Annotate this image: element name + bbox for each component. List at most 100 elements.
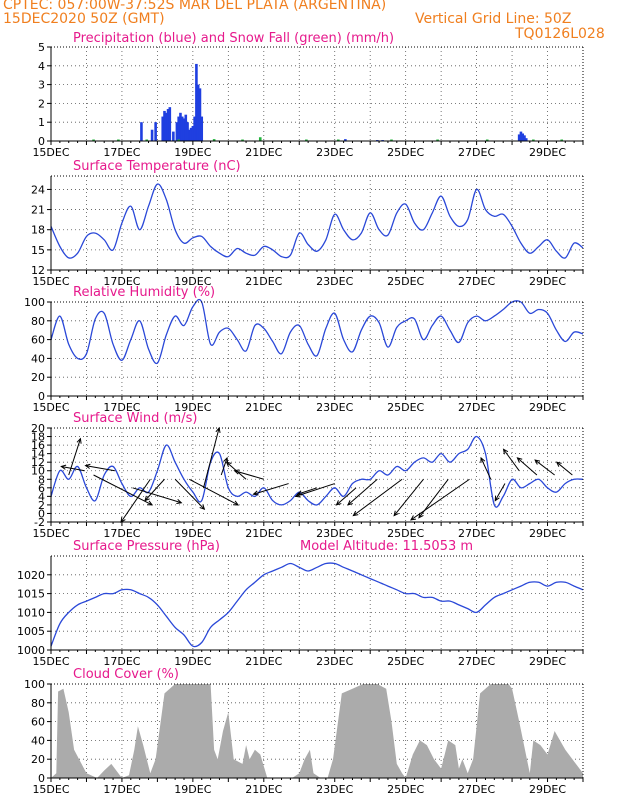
wind-line <box>50 435 584 508</box>
x-tick-label: 19DEC <box>174 655 211 668</box>
y-tick-label: 60 <box>31 716 45 729</box>
x-tick-label: 21DEC <box>245 527 282 540</box>
wind-arrow <box>516 457 538 476</box>
rh-title: Relative Humidity (%) <box>73 285 215 300</box>
x-tick-label: 19DEC <box>174 401 211 414</box>
y-tick-label: 1000 <box>17 644 45 657</box>
wind-arrow-shaft <box>144 478 165 501</box>
precip-bar <box>195 63 198 141</box>
wind-arrow-head <box>147 500 154 506</box>
y-tick-label: 0 <box>38 507 45 520</box>
wind-arrow-head <box>176 499 183 505</box>
snow-bar <box>390 139 393 141</box>
y-tick-label: 16 <box>31 439 45 452</box>
wind-arrow-head <box>347 500 353 506</box>
x-tick-label: 17DEC <box>103 527 140 540</box>
y-tick-label: 80 <box>31 315 45 328</box>
x-tick-label: 21DEC <box>245 783 282 796</box>
wind-arrow-head <box>233 469 240 475</box>
y-tick-label: 3 <box>38 79 45 92</box>
wind-arrow-shaft <box>353 478 403 516</box>
y-tick-label: 18 <box>31 431 45 444</box>
precip-bar <box>193 116 196 141</box>
precip-bar <box>519 131 523 141</box>
y-tick-label: 0 <box>38 390 45 403</box>
x-tick-label: 25DEC <box>387 275 424 288</box>
wind-arrow-shaft <box>68 438 81 476</box>
snow-bar <box>532 139 535 141</box>
y-tick-label: 100 <box>24 678 45 691</box>
x-tick-label: 29DEC <box>529 275 566 288</box>
y-tick-label: 20 <box>31 422 45 435</box>
wind-arrow-shaft <box>61 465 85 472</box>
x-tick-label: 17DEC <box>103 783 140 796</box>
y-tick-label: 18 <box>31 224 45 237</box>
x-tick-label: 17DEC <box>103 275 140 288</box>
x-tick-label: 19DEC <box>174 275 211 288</box>
x-tick-label: 29DEC <box>529 783 566 796</box>
snow-bar <box>177 139 180 141</box>
x-tick-label: 15DEC <box>32 401 69 414</box>
x-tick-label: 15DEC <box>32 146 69 159</box>
y-tick-label: 0 <box>38 135 45 148</box>
x-tick-label: 23DEC <box>316 527 353 540</box>
wind-arrow-shaft <box>85 465 115 472</box>
x-tick-label: 25DEC <box>387 401 424 414</box>
precip-bar <box>524 138 528 141</box>
y-tick-label: 12 <box>31 264 45 277</box>
x-tick-label: 21DEC <box>245 275 282 288</box>
x-tick-label: 27DEC <box>458 783 495 796</box>
wind-arrow-head <box>199 504 206 511</box>
precip-bar <box>175 122 179 141</box>
precip-bar <box>182 118 186 141</box>
wind-arrow-head <box>502 448 509 455</box>
wind-arrow <box>410 478 470 521</box>
wind-arrow <box>84 463 115 472</box>
wind-arrow-head <box>494 495 500 502</box>
wind-arrow-head <box>144 495 150 502</box>
x-tick-label: 25DEC <box>387 146 424 159</box>
x-tick-label: 17DEC <box>103 401 140 414</box>
cloud-panel: 0 20 40 60 80 100 15DEC 17DEC 19DEC 21DEC 23DEC 25D… <box>24 667 584 796</box>
y-tick-label: 1005 <box>17 625 45 638</box>
snow-bar <box>92 139 95 141</box>
snow-bar <box>336 139 340 141</box>
wind-arrow-shaft <box>234 470 264 480</box>
wind-arrow-shaft <box>220 457 228 476</box>
precip-bar <box>163 110 166 141</box>
y-tick-label: 6 <box>38 482 45 495</box>
wind-arrow <box>60 464 85 472</box>
wind-arrow <box>555 461 573 476</box>
precip-bar <box>196 84 200 141</box>
y-tick-label: 1010 <box>17 606 45 619</box>
wind-arrow-shaft <box>556 461 573 476</box>
wind-arrow-shaft <box>189 478 239 506</box>
model-altitude-label: Model Altitude: 11.5053 m <box>300 539 473 554</box>
x-tick-label: 21DEC <box>245 655 282 668</box>
snow-bar <box>560 139 564 141</box>
x-tick-label: 19DEC <box>174 527 211 540</box>
precip-bar <box>172 131 175 141</box>
wind-arrow-shaft <box>393 478 424 516</box>
x-tick-label: 27DEC <box>458 401 495 414</box>
x-tick-label: 15DEC <box>32 527 69 540</box>
precip-bar <box>164 112 168 141</box>
wind-arrow <box>494 483 506 502</box>
y-tick-label: 1015 <box>17 588 45 601</box>
precip-bar <box>521 133 525 141</box>
x-tick-label: 15DEC <box>32 275 69 288</box>
pressure-title: Surface Pressure (hPa) <box>73 539 220 554</box>
wind-arrow-head <box>76 437 82 444</box>
wind-arrow-shaft <box>93 474 153 506</box>
wind-arrow <box>352 478 403 517</box>
wind-arrow-shaft <box>410 478 470 521</box>
x-tick-label: 19DEC <box>174 783 211 796</box>
temp-title: Surface Temperature (nC) <box>73 159 241 174</box>
wind-arrow <box>534 459 555 476</box>
precip-bar <box>184 114 188 141</box>
wind-arrow-head <box>252 490 259 496</box>
precip-panel: 0 1 2 3 4 5 15DEC 17DEC 19DEC 21DEC 23DEC 25DEC 27DE… <box>32 31 584 159</box>
y-tick-label: 21 <box>31 204 45 217</box>
x-tick-label: 23DEC <box>316 401 353 414</box>
